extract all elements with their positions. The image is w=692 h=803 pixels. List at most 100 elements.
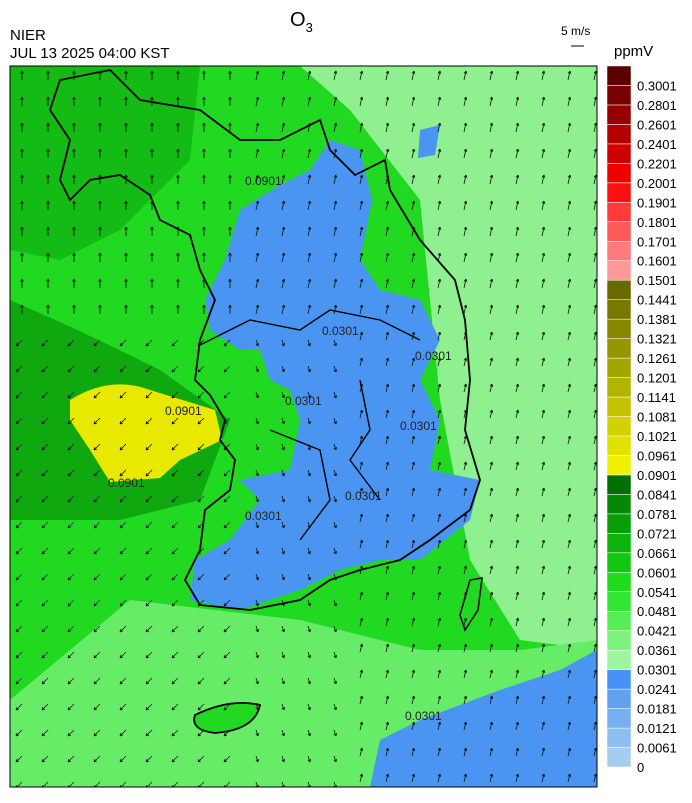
wind-arrow	[150, 200, 154, 210]
wind-arrow	[437, 773, 442, 783]
wind-arrow	[255, 729, 259, 737]
wind-arrow	[145, 651, 153, 659]
wind-arrow	[281, 96, 286, 107]
wind-arrow	[223, 729, 231, 737]
wind-arrow	[515, 383, 520, 393]
wind-arrow	[119, 703, 127, 711]
wind-arrow	[385, 617, 390, 627]
wind-arrow	[281, 729, 285, 737]
title-sub: 3	[306, 20, 313, 35]
wind-arrow	[489, 148, 494, 159]
colorbar-box	[606, 143, 632, 164]
wind-arrow	[515, 200, 520, 211]
wind-arrow	[171, 443, 179, 451]
wind-arrow	[281, 339, 285, 347]
wind-arrow	[463, 278, 468, 289]
wind-arrow	[67, 469, 75, 477]
wind-arrow	[93, 599, 101, 607]
island	[459, 577, 483, 632]
colorbar-box	[606, 318, 632, 339]
wind-arrow	[281, 469, 285, 477]
wind-arrow	[411, 331, 416, 341]
wind-arrow	[228, 148, 232, 158]
wind-arrow	[41, 469, 49, 477]
wind-arrow	[541, 591, 546, 601]
wind-arrow	[150, 226, 154, 236]
vector-scale: 5 m/s	[561, 24, 590, 38]
wind-arrow	[20, 278, 24, 288]
wind-arrow	[228, 252, 232, 262]
wind-arrow	[541, 695, 546, 705]
wind-arrow	[255, 148, 260, 159]
colorbar-label: 0.1441	[637, 293, 677, 308]
wind-arrow	[171, 521, 179, 529]
wind-arrow	[385, 487, 390, 497]
wind-arrow	[385, 226, 390, 237]
wind-arrow	[385, 695, 390, 705]
wind-arrow	[411, 747, 416, 757]
low-ozone-sea	[370, 650, 597, 787]
wind-arrow	[197, 729, 205, 737]
wind-arrow	[333, 417, 337, 425]
wind-arrow	[359, 252, 364, 263]
wind-arrow	[541, 278, 546, 289]
wind-arrow	[93, 625, 101, 633]
colorbar-label: 0.0241	[637, 682, 677, 697]
wind-arrow	[359, 278, 364, 289]
wind-arrow	[202, 200, 206, 210]
wind-arrow	[228, 96, 232, 106]
wind-arrow	[489, 226, 494, 237]
wind-arrow	[437, 435, 442, 445]
wind-arrow	[567, 643, 572, 653]
wind-arrow	[176, 70, 180, 80]
wind-arrow	[385, 304, 390, 315]
wind-arrow	[197, 625, 205, 633]
wind-arrow	[15, 365, 23, 373]
wind-arrow	[46, 304, 50, 314]
wind-arrow	[281, 148, 286, 159]
wind-arrow	[307, 252, 312, 263]
wind-arrow	[411, 435, 416, 445]
wind-arrow	[359, 148, 364, 159]
wind-arrow	[93, 391, 101, 399]
colorbar-label: 0.1021	[637, 429, 677, 444]
wind-arrow	[145, 469, 153, 477]
wind-arrow	[93, 651, 101, 659]
wind-arrow	[359, 747, 364, 757]
wind-arrow	[489, 669, 494, 679]
wind-arrow	[567, 174, 572, 185]
wind-arrow	[98, 252, 102, 262]
colorbar-label: 0.0721	[637, 526, 677, 541]
wind-arrow	[145, 703, 153, 711]
wind-arrow	[176, 226, 180, 236]
wind-arrow	[281, 200, 286, 211]
colorbar-label: 0.1801	[637, 215, 677, 230]
wind-arrow	[463, 200, 468, 211]
wind-arrow	[98, 226, 102, 236]
wind-arrow	[385, 773, 390, 783]
wind-arrow	[359, 357, 364, 367]
wind-arrow	[46, 252, 50, 262]
wind-arrow	[223, 547, 231, 555]
wind-arrow	[307, 495, 311, 503]
wind-arrow	[567, 695, 572, 705]
wind-arrow	[437, 174, 442, 185]
wind-arrow	[515, 304, 520, 315]
colorbar-label: 0.2601	[637, 117, 677, 132]
wind-arrow	[46, 174, 50, 184]
wind-arrow	[223, 755, 231, 763]
wind-arrow	[228, 226, 232, 236]
wind-arrow	[411, 304, 416, 315]
wind-arrow	[541, 565, 546, 575]
wind-arrow	[541, 409, 546, 419]
wind-arrow	[145, 391, 153, 399]
wind-arrow	[411, 539, 416, 549]
colorbar-label: 0.1141	[637, 390, 676, 405]
wind-arrow	[150, 278, 154, 288]
wind-arrow	[515, 773, 520, 783]
wind-arrow	[333, 599, 337, 607]
wind-arrow	[541, 643, 546, 653]
province-borders	[199, 309, 421, 541]
wind-arrow	[255, 365, 259, 373]
